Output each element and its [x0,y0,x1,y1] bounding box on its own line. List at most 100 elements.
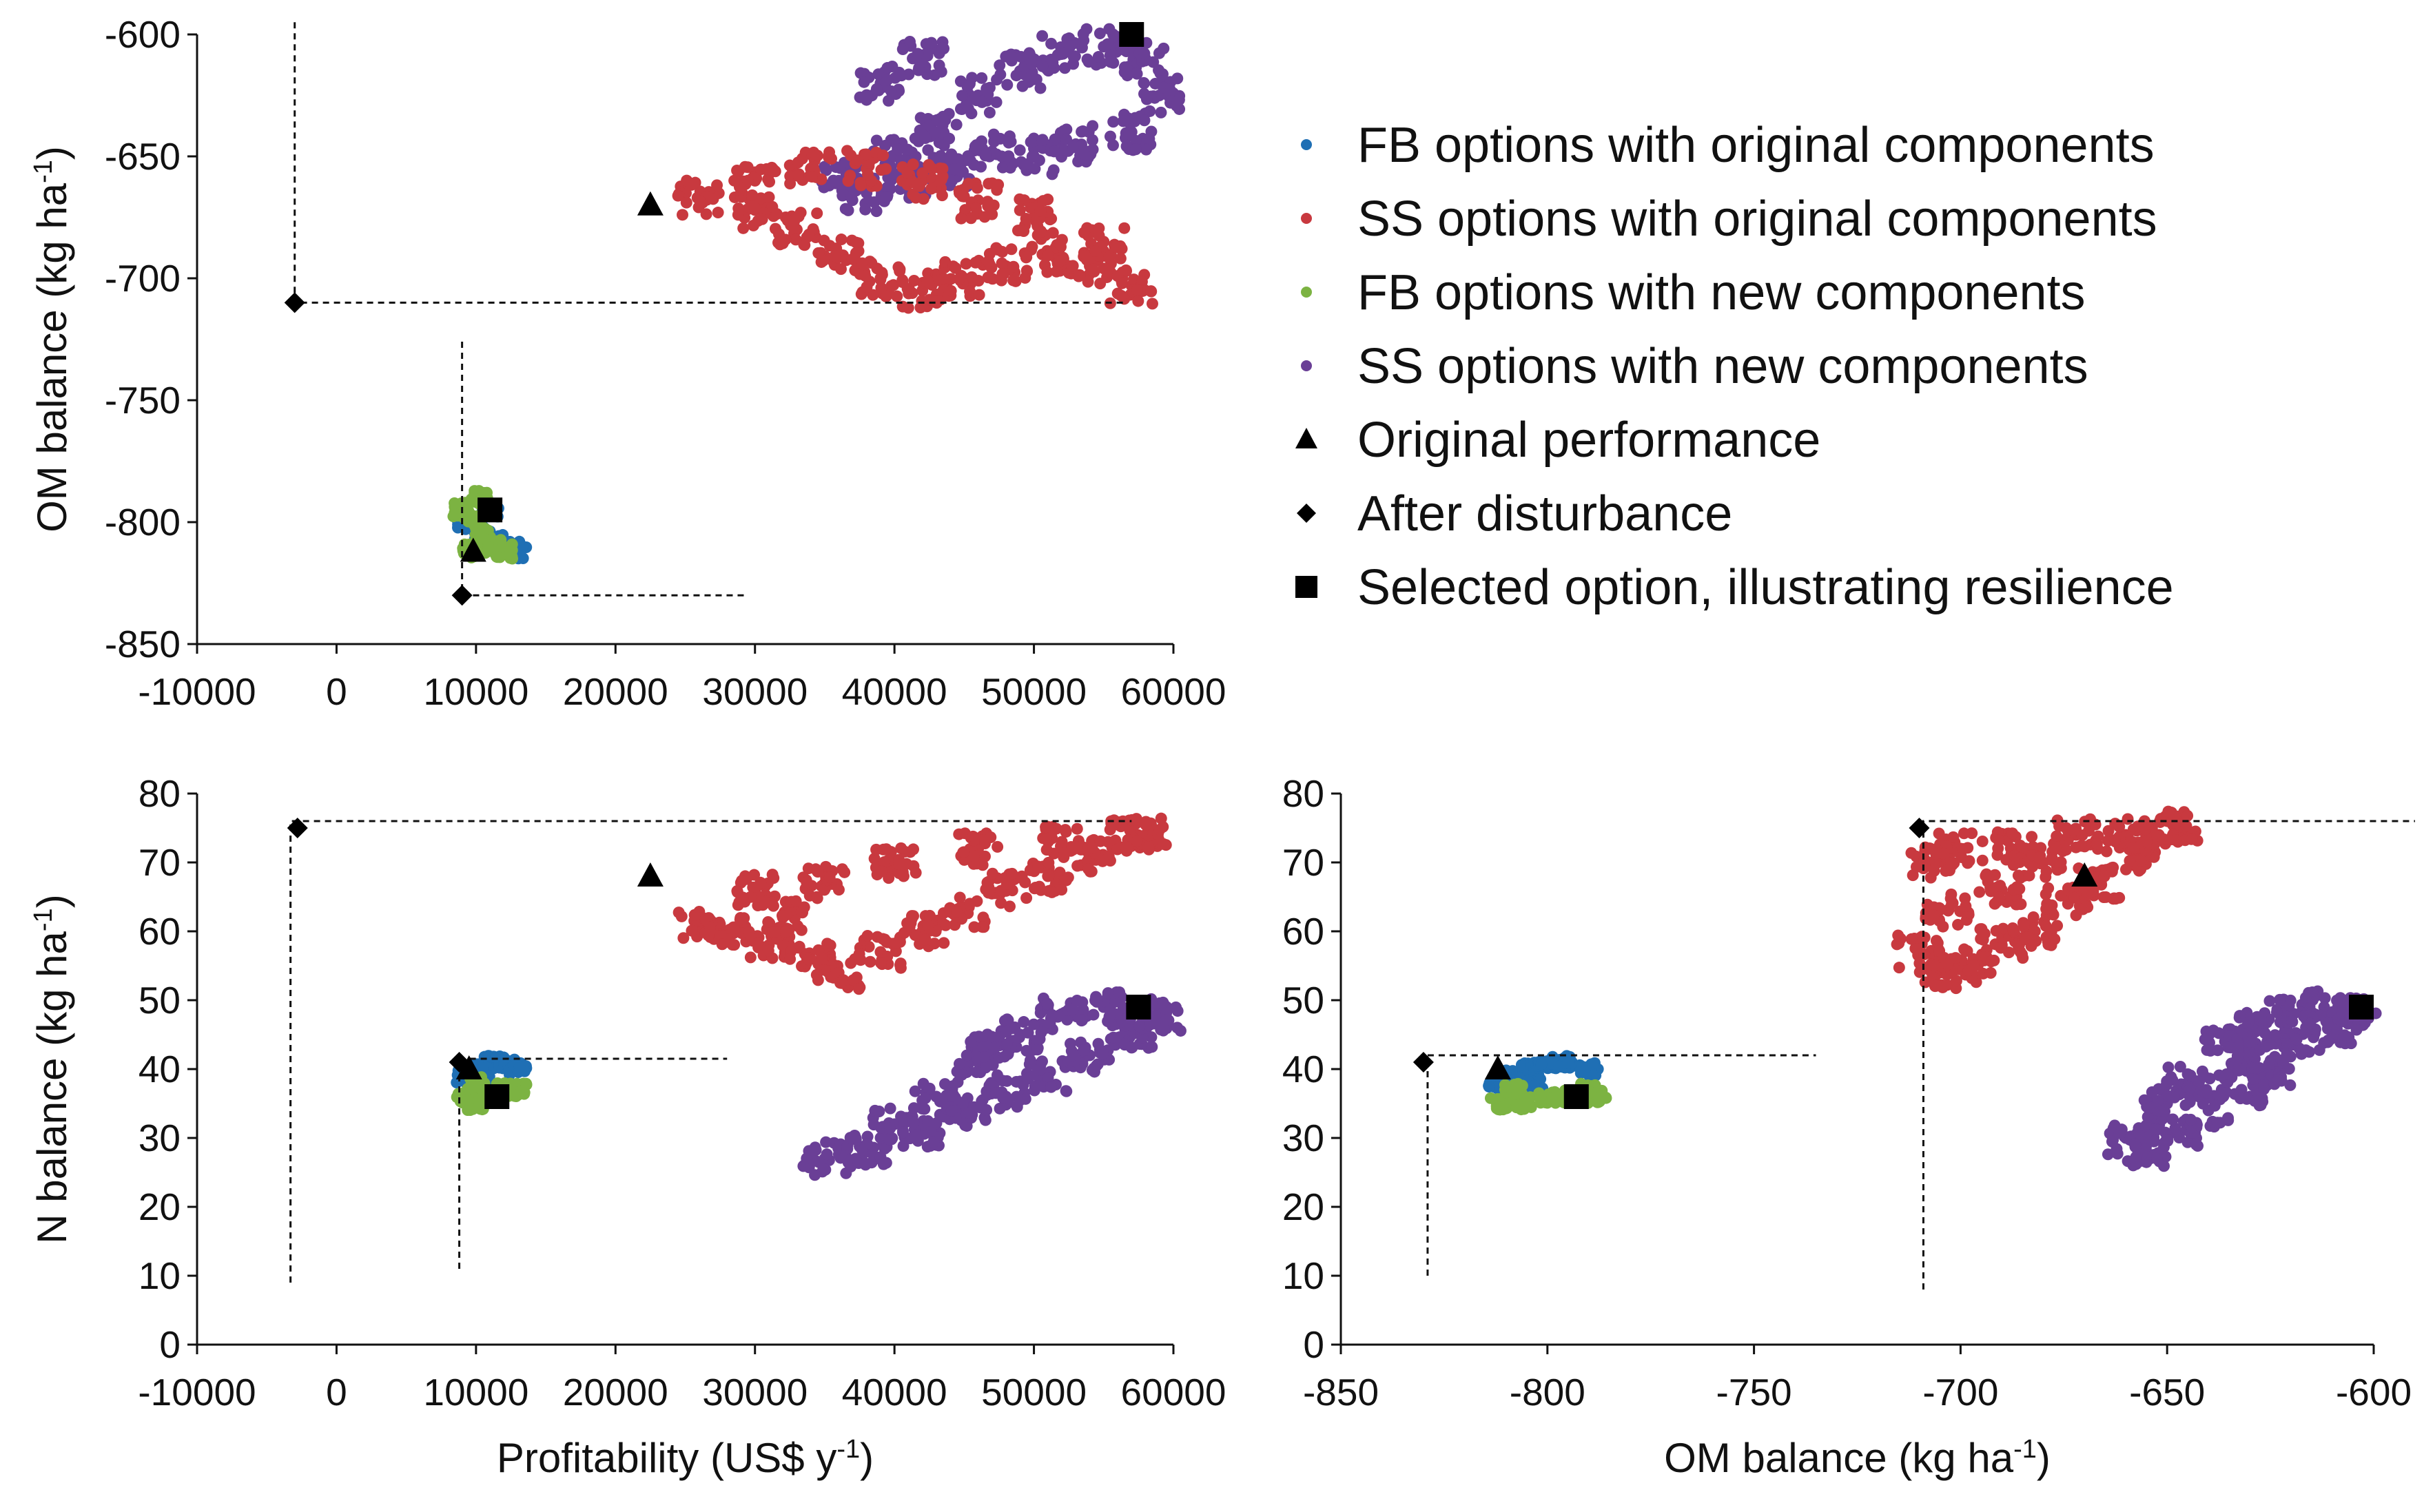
data-point [894,959,906,971]
data-point [2027,911,2040,923]
data-point [1153,64,1165,76]
data-point [762,944,774,957]
data-point [1985,955,1997,968]
data-point [2230,1054,2243,1066]
data-point [850,1133,862,1146]
data-point [1088,1062,1100,1075]
chart-bottom-right-n-vs-om: 0 10 20 30 40 50 60 70 80 -850 -800 -750 -700 -650 -60… [1282,772,2415,1481]
data-point [996,257,1008,269]
data-point [2286,1015,2299,1028]
data-point [812,974,824,986]
data-point [1034,205,1047,217]
data-point [858,76,870,88]
diamond-marker-after-disturbance [287,818,308,838]
data-point [1103,23,1116,35]
data-point [1553,1060,1565,1073]
data-point [1157,820,1169,833]
data-point [1067,50,1080,63]
data-point [1102,987,1114,1000]
data-point [1586,1058,1599,1070]
data-point [1014,204,1026,216]
legend-dot-icon [1301,287,1312,298]
data-point [1054,239,1067,251]
data-point [2290,1033,2303,1046]
data-point [482,524,494,537]
data-point [2160,1134,2173,1146]
data-point [2055,889,2067,902]
data-point [767,900,779,912]
data-point [1082,276,1094,288]
data-point [962,178,974,190]
data-point [1003,900,1016,913]
data-point [675,910,688,922]
data-point [2124,855,2136,867]
data-point [779,926,791,938]
data-point [2283,1000,2295,1012]
data-point [980,85,993,97]
data-point [1173,94,1185,106]
data-point [962,103,974,115]
x-tick-label: -700 [1922,1371,1998,1413]
data-point [2161,1075,2173,1088]
data-point [2017,920,2030,932]
data-point [1146,298,1158,310]
square-marker-selected-option [1126,995,1151,1019]
data-point [2013,882,2026,895]
data-point [922,919,934,931]
data-point [1941,979,1953,991]
data-point [1945,857,1958,869]
data-point [1077,28,1089,40]
y-axis-label-main: OM balance (kg ha [29,183,75,532]
y-tick-label: -650 [105,135,181,178]
data-point [851,154,863,167]
data-point [930,295,943,307]
data-point [737,891,749,904]
data-point [921,275,934,287]
data-point [2081,889,2093,901]
data-point [1037,195,1049,207]
data-point [865,257,878,269]
data-point [922,1115,934,1127]
data-point [883,1133,895,1146]
data-point [939,919,952,931]
data-point [943,132,956,145]
data-point [2336,1006,2348,1019]
data-point [821,1148,833,1161]
data-point [1082,56,1095,68]
data-point [449,499,462,511]
data-point [2304,1017,2317,1030]
data-point [1058,62,1071,74]
data-point [1143,133,1155,145]
y-tick-label: 10 [138,1254,181,1297]
data-point [1027,1018,1040,1031]
data-point [910,867,922,879]
data-point [853,983,865,995]
y-tick-label: 20 [1282,1185,1324,1228]
data-point [823,871,836,884]
data-point [1967,959,1980,971]
data-point [1930,980,1942,992]
data-point [870,205,883,218]
data-point [860,148,872,160]
data-point [747,199,759,211]
data-point [1041,997,1054,1010]
data-point [2166,1113,2179,1126]
data-point [1143,1019,1155,1032]
data-point [686,178,698,191]
data-point [853,948,865,960]
data-point [1947,831,1960,843]
data-point [925,37,938,49]
data-point [2234,1010,2246,1022]
data-point [2132,820,2144,833]
data-point [2270,1006,2283,1019]
data-point [2007,924,2020,937]
triangle-marker-original-performance [637,862,664,887]
data-point [2015,898,2027,911]
data-point [955,212,967,225]
chart-bottom-left-n-vs-profitability: 0 10 20 30 40 50 60 70 80 -10000 0 10000 20000 30000 4… [29,772,1226,1481]
data-point [896,276,909,289]
data-point [1026,150,1038,163]
data-point [969,256,982,269]
data-point [995,897,1007,909]
legend-square-icon [1295,576,1317,598]
